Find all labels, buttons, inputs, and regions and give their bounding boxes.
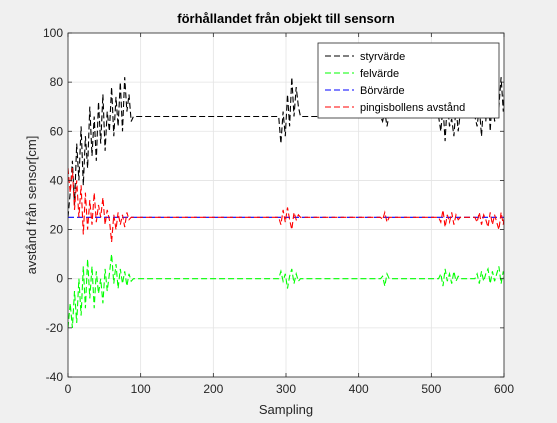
legend: styrvärde felvärde Börvärde pingisbollens a… — [317, 42, 500, 119]
x-tick-label: 400 — [349, 382, 369, 396]
x-tick-label: 300 — [276, 382, 296, 396]
y-tick-label: 60 — [50, 124, 64, 138]
x-tick-label: 0 — [65, 382, 72, 396]
y-tick-label: 100 — [43, 26, 63, 40]
x-tick-label: 600 — [494, 382, 514, 396]
legend-label-3: Börvärde — [360, 85, 405, 97]
y-tick-label: -40 — [46, 370, 64, 384]
legend-label-2: felvärde — [360, 68, 399, 80]
y-tick-label: 0 — [56, 272, 63, 286]
y-tick-label: 40 — [50, 173, 64, 187]
legend-label-4: pingisbollens avstånd — [360, 102, 465, 114]
y-axis-label: avstånd från sensor[cm] — [24, 136, 39, 275]
x-tick-labels: 0 100 200 300 400 500 600 — [65, 382, 515, 396]
y-tick-labels: -40 -20 0 20 40 60 80 100 — [43, 26, 63, 384]
plot-area — [68, 77, 504, 328]
x-tick-label: 200 — [203, 382, 223, 396]
y-tick-label: 80 — [50, 75, 64, 89]
chart-title: förhållandet från objekt till sensorn — [177, 11, 394, 26]
ticks — [67, 32, 505, 378]
series-line-1 — [68, 77, 504, 218]
y-tick-label: 20 — [50, 223, 64, 237]
x-axis-label: Sampling — [259, 402, 313, 417]
y-tick-label: -20 — [46, 321, 64, 335]
series-layer — [68, 77, 504, 328]
legend-label-1: styrvärde — [360, 51, 405, 63]
x-tick-label: 500 — [421, 382, 441, 396]
x-tick-label: 100 — [131, 382, 151, 396]
series-line-2 — [68, 254, 504, 328]
series-line-4 — [68, 168, 504, 242]
